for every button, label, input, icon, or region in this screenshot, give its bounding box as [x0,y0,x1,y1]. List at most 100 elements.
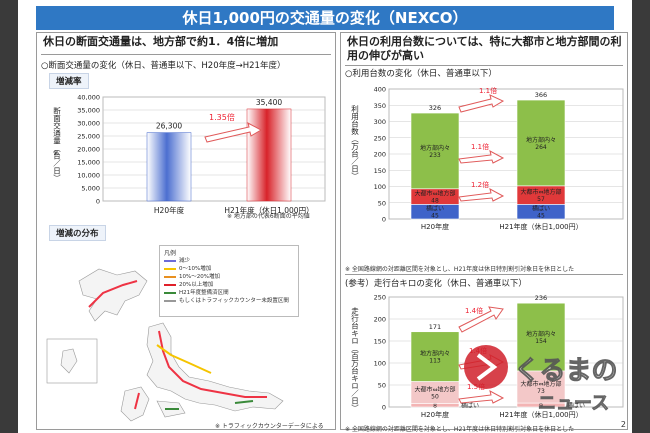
c3-segment-value: 50 [431,393,439,400]
c1-ytick-label: 40,000 [77,94,100,102]
c2-arrow-low [458,188,505,202]
right-panel: 休日の利用台数については、特に大都市と地方部間の利用の伸びが高い ○利用台数の変… [340,32,628,433]
right-section2-heading: (参考）走行台キロの変化（休日、普通車以下） [345,279,527,289]
legend-swatch [164,284,176,286]
chart-section-traffic: 0 5,000 10,000 15,000 20,000 25,000 30,000 35,0… [52,94,326,215]
c3-segment-name: 大都市⇔地方部 [520,380,561,388]
right-section1-footnote: ※ 全国路線網の対距離区間を対象とし、H21年度は休日特別割引対象日を休日とした [345,266,575,273]
legend-swatch [164,276,176,278]
c1-bar-value-label: 26,300 [156,122,182,131]
c2-ytick-label: 350 [374,102,386,110]
c3-segment-name: 横ばい [461,402,479,410]
c2-arrow-top [458,94,505,113]
legend-label: 0〜10%増加 [179,266,212,272]
c2-ytick-label: 400 [374,86,386,94]
c2-segment-value: 57 [537,196,545,203]
c2-ytick-label: 50 [378,199,386,207]
c3-ytick-label: 250 [374,294,386,302]
c2-segment-name: 地方部内々 [526,136,556,144]
c3-ytick-label: 200 [374,316,386,324]
c3-total-label: 171 [429,323,441,331]
c2-segment-name: 地方部内々 [420,144,450,152]
c3-arrow-low [458,390,505,404]
c1-bar [146,132,192,202]
c1-growth-arrow [204,122,263,143]
legend-label: 20%以上増加 [179,282,214,288]
c1-ytick-label: 35,000 [77,107,100,115]
legend-item: H21年度整備済区間 [164,289,294,297]
legend-label: 10%〜20%増加 [179,274,220,280]
c3-segment-name: 横ばい [567,402,585,410]
c2-segment-name: 横ばい [532,205,550,213]
slide: 休日1,000円の交通量の変化（NEXCO） 休日の断面交通量は、地方部で約1．… [18,0,632,433]
c3-arrow-top [458,306,504,333]
c2-segment-value: 48 [431,198,439,205]
c3-segment [410,331,460,382]
c1-ytick-label: 15,000 [77,159,100,167]
left-section1-heading: ○断面交通量の変化（休日、普通車以下、H20年度→H21年度） [41,61,286,71]
legend-swatch [164,300,176,302]
c3-category-label: H21年度（休日1,000円） [499,410,582,419]
c1-category-label: H21年度（休日1,000円） [224,205,313,215]
c1-annotation-label: 1.35倍 [209,112,235,122]
c3-segment-value: 113 [429,358,441,365]
map-honshu [146,322,284,412]
c2-ytick-label: 0 [382,216,386,224]
c2-segment [410,112,460,190]
c1-bar [246,108,292,202]
c2-segment-value: 233 [429,152,441,159]
c3-ytick-label: 100 [374,360,386,368]
c1-ytick-label: 5,000 [81,185,100,193]
legend-item: 0〜10%増加 [164,265,294,273]
c2-segment-value: 45 [537,213,545,220]
c2-ytick-label: 300 [374,118,386,126]
left-panel: 休日の断面交通量は、地方部で約1．4倍に増加 ○断面交通量の変化（休日、普通車以… [36,32,336,430]
c2-segment-value: 264 [535,144,547,151]
c2-category-label: H20年度 [421,222,449,231]
left-section2-tag: 増減の分布 [49,225,106,241]
c3-category-label: H20年度 [421,410,449,419]
c2-segment-value: 45 [431,213,439,220]
c2-ylabel: 利用台数（万台／日） [350,104,359,180]
c3-ytick-label: 150 [374,338,386,346]
legend-label: もしくはトラフィックカウンター未設置区間 [179,298,289,304]
c2-ann-low: 1.2倍 [471,180,489,189]
legend-item: 減少 [164,257,294,265]
japan-map [46,268,284,422]
c1-bar-value-label: 35,400 [256,98,282,107]
c3-segment [516,302,566,372]
map-legend: 凡例 減少 0〜10%増加 10%〜20%増加 20%以上増加 H21年度整備済区間 もし… [159,245,299,317]
c2-ytick-label: 150 [374,167,386,175]
legend-item: もしくはトラフィックカウンター未設置区間 [164,297,294,305]
legend-label: 減少 [179,258,191,264]
c3-ytick-label: 0 [382,404,386,412]
c1-ytick-label: 25,000 [77,133,100,141]
c2-category-label: H21年度（休日1,000円） [499,222,582,231]
slide-title: 休日1,000円の交通量の変化（NEXCO） [36,6,614,30]
c2-arrow-mid [458,150,505,164]
c3-total-label: 236 [535,294,547,302]
c1-ytick-label: 20,000 [77,146,100,154]
c3-segment-value: 154 [535,338,547,345]
c1-category-label: H20年度 [154,205,185,215]
right-section2-footnote: ※ 全国路線網の対距離区間を対象とし、H21年度は休日特別割引対象日を休日とした [345,426,575,433]
legend-item: 10%〜20%増加 [164,273,294,281]
map-okinawa-inset [46,338,98,384]
c2-segment-name: 横ばい [426,205,444,213]
c3-ann-top: 1.4倍 [465,306,483,315]
left-headline: 休日の断面交通量は、地方部で約1．4倍に増加 [43,35,279,48]
map-kyushu-shikoku [120,386,186,422]
c2-ann-top: 1.1倍 [479,86,497,95]
c1-ylabel: 断面交通量（台／日） [52,106,61,182]
c3-ylabel: 走行台キロ（百万台キロ／日） [350,307,359,412]
c2-ytick-label: 100 [374,183,386,191]
c2-ytick-label: 250 [374,134,386,142]
c2-segment-name: 大都市⇔地方部 [414,190,455,198]
c2-ytick-label: 200 [374,151,386,159]
c2-segment [516,99,566,187]
c2-total-label: 326 [429,104,441,112]
legend-title: 凡例 [164,250,177,257]
c3-segment-name: 地方部内々 [420,350,450,358]
